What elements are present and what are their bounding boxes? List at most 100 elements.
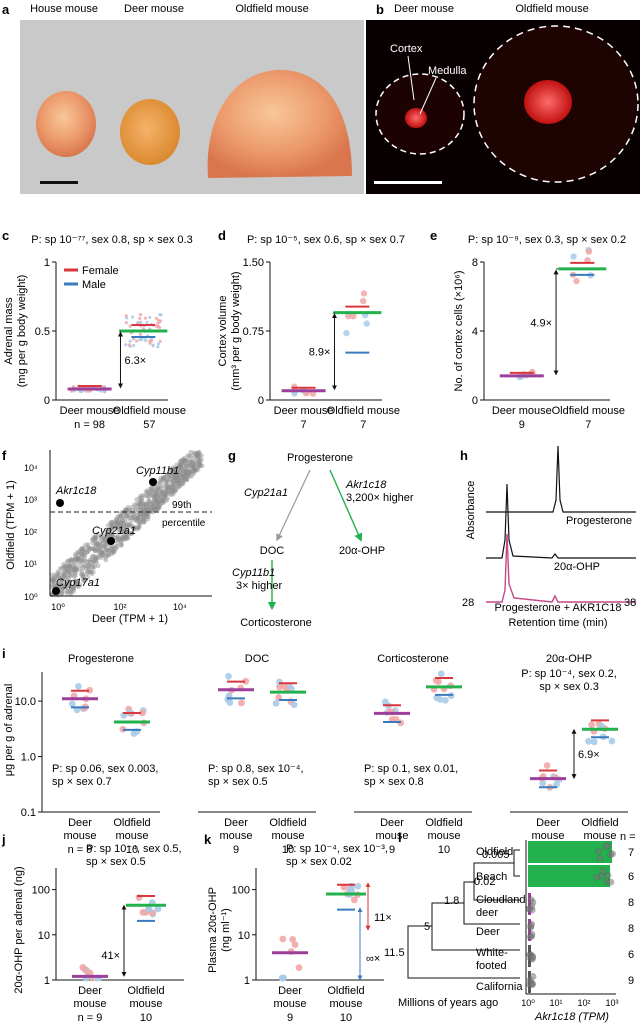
data-point — [139, 908, 147, 916]
gene-point — [123, 519, 128, 525]
species-footed: footed — [476, 960, 507, 972]
gene-point — [116, 521, 122, 527]
gene-point — [131, 511, 137, 517]
gene-point — [103, 546, 109, 552]
gene-point — [177, 462, 183, 468]
gene-point — [68, 557, 74, 562]
i-stats: P: sp 10⁻⁴, sex 0.2, — [521, 668, 617, 680]
gene-point — [185, 461, 191, 467]
gene-point — [163, 486, 169, 492]
gene-point — [61, 569, 67, 574]
panel-e: e P: sp 10⁻⁹, sex 0.3, sp × sex 0.2 0 4 8 No.… — [430, 228, 626, 431]
gene-point — [187, 469, 192, 474]
gene-point — [175, 474, 181, 480]
data-point — [134, 339, 139, 343]
gene-point — [66, 588, 71, 594]
gene-point — [117, 535, 123, 541]
gene-point — [177, 469, 183, 475]
gene-point — [70, 585, 76, 590]
gene-point — [138, 517, 144, 523]
gene-point — [174, 480, 180, 485]
gene-point — [52, 574, 58, 580]
gene-point — [106, 547, 112, 553]
gene-point — [168, 486, 174, 491]
gene-point — [89, 571, 95, 577]
gene-point — [57, 575, 63, 581]
f-ytick: 10⁰ — [24, 592, 38, 602]
panel-b: b Deer mouse Oldfield mouse Cortex Medul… — [366, 2, 640, 194]
gene-point — [79, 546, 85, 552]
gene-point — [141, 515, 147, 521]
gene-point — [96, 548, 102, 554]
gene-point — [72, 570, 78, 576]
gene-point — [171, 470, 177, 476]
node-label: 1.8 — [444, 895, 459, 907]
data-point — [158, 339, 162, 343]
gene-point — [86, 562, 92, 568]
gene-point — [65, 579, 71, 585]
y-tick-label: 1 — [44, 975, 50, 987]
gene-point — [98, 535, 104, 541]
gene-point — [162, 475, 167, 480]
gene-point — [51, 583, 57, 589]
gene-point — [50, 579, 56, 584]
i-subtitle: Progesterone — [68, 653, 134, 665]
gene-point — [100, 538, 106, 544]
gene-point — [165, 472, 170, 478]
gene-point — [198, 453, 204, 458]
l-xtick: 10³ — [605, 998, 618, 1008]
enzyme-akr1c18: Akr1c18 — [345, 479, 387, 491]
gene-point — [163, 485, 169, 491]
gene-point — [183, 472, 188, 478]
gene-point — [130, 504, 136, 510]
fold-label: 6.9× — [578, 749, 600, 761]
gene-point — [69, 558, 75, 563]
y-tick-label: 10 — [238, 930, 250, 942]
gene-point — [118, 520, 124, 526]
gene-point — [199, 463, 205, 469]
gene-point — [76, 558, 82, 563]
node-corticosterone: Corticosterone — [240, 617, 312, 629]
gene-point — [141, 501, 147, 507]
n-oldfield: 7 — [585, 419, 591, 431]
panel-f-label: f — [2, 448, 7, 463]
y-label: Plasma 20α-OHP — [207, 887, 219, 973]
gene-point — [172, 485, 178, 491]
gene-point — [180, 474, 185, 480]
gene-point — [155, 506, 161, 512]
gene-point — [158, 491, 163, 497]
gene-point — [71, 566, 77, 572]
gene-point — [124, 536, 130, 541]
y-tick-label: 100 — [32, 885, 50, 897]
l-n-header: n = — [620, 831, 636, 843]
gene-point — [177, 472, 182, 478]
panel-k: k P: sp 10⁻⁴, sex 10⁻³,sp × sex 0.02 1 10 10… — [204, 832, 392, 1024]
n-deer: 9 — [287, 1012, 293, 1024]
gene-point — [122, 536, 128, 542]
gene-point — [65, 558, 71, 564]
gene-point — [184, 466, 190, 472]
gene-point — [89, 554, 95, 559]
gene-point — [132, 502, 138, 507]
gene-point — [59, 591, 65, 597]
gene-point — [56, 583, 62, 589]
gene-point — [72, 582, 78, 588]
gene-point — [129, 515, 135, 521]
n-deer: 9 — [233, 844, 239, 856]
gene-point — [95, 532, 101, 537]
bar-point — [604, 872, 612, 879]
gene-point — [146, 504, 152, 510]
gene-point — [101, 540, 107, 545]
gene-point — [141, 515, 147, 520]
data-point — [155, 325, 159, 329]
y-label: Adrenal mass — [3, 297, 15, 365]
panel-e-label: e — [430, 228, 437, 243]
data-point — [584, 257, 591, 264]
category-oldfield: Oldfield — [113, 817, 150, 829]
category-oldfield: mouse — [115, 830, 148, 842]
gene-point — [115, 520, 121, 526]
y-tick-label: 10 — [38, 930, 50, 942]
gene-point — [128, 522, 134, 528]
gene-point — [116, 522, 122, 528]
gene-point — [102, 537, 108, 543]
